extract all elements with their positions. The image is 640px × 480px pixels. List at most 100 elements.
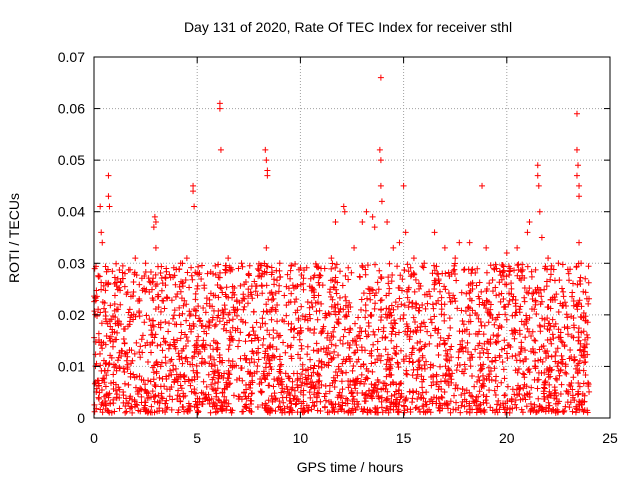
data-point <box>433 371 440 378</box>
data-point <box>187 311 194 318</box>
data-point <box>269 395 276 402</box>
data-point <box>183 255 190 262</box>
data-point <box>120 365 127 372</box>
data-point <box>298 400 305 407</box>
data-point <box>142 381 149 388</box>
data-point <box>156 405 163 412</box>
data-point <box>150 297 157 304</box>
x-tick-label: 20 <box>499 430 515 446</box>
data-point <box>251 370 258 377</box>
data-point <box>343 395 350 402</box>
data-point <box>393 381 400 388</box>
data-point <box>384 314 391 321</box>
data-point <box>453 277 460 284</box>
data-point <box>182 276 189 283</box>
data-point <box>392 299 399 306</box>
data-point <box>555 308 562 315</box>
data-point <box>327 293 334 300</box>
data-point <box>175 409 181 416</box>
data-point <box>304 407 311 414</box>
data-point <box>570 302 577 309</box>
data-point <box>225 357 232 364</box>
data-point <box>558 352 565 359</box>
data-point <box>266 409 273 416</box>
data-point <box>366 407 373 414</box>
data-point <box>192 312 199 319</box>
data-point <box>409 359 416 366</box>
data-point <box>262 146 269 153</box>
data-point <box>476 295 483 302</box>
data-point <box>311 403 318 410</box>
data-point <box>270 295 277 302</box>
data-point <box>163 265 170 272</box>
data-point <box>127 293 134 300</box>
data-point <box>518 339 525 346</box>
data-point <box>448 379 455 386</box>
data-point <box>330 333 337 340</box>
data-point <box>105 361 112 368</box>
data-point <box>282 370 289 377</box>
data-point <box>150 376 157 383</box>
data-point <box>270 383 277 390</box>
data-point <box>472 346 479 353</box>
data-point <box>441 340 448 347</box>
data-point <box>166 342 173 349</box>
data-point <box>504 342 511 349</box>
data-point <box>569 394 576 401</box>
data-point <box>281 318 288 325</box>
data-point <box>112 314 119 321</box>
data-point <box>142 402 149 409</box>
data-point <box>480 331 487 338</box>
data-point <box>241 403 248 410</box>
data-point <box>194 285 201 292</box>
data-point <box>206 296 213 303</box>
data-point <box>238 316 245 323</box>
data-point <box>390 244 397 251</box>
data-point <box>319 325 326 332</box>
data-points <box>91 74 593 416</box>
data-point <box>149 340 156 347</box>
data-point <box>349 398 356 405</box>
data-point <box>349 337 356 344</box>
data-point <box>189 276 196 283</box>
data-point <box>110 371 117 378</box>
data-point <box>340 333 347 340</box>
data-point <box>168 384 175 391</box>
data-point <box>543 278 550 285</box>
data-point <box>128 404 135 411</box>
data-point <box>484 298 491 305</box>
data-point <box>309 303 316 310</box>
data-point <box>533 310 540 317</box>
data-point <box>266 331 273 338</box>
data-point <box>504 355 511 362</box>
data-point <box>476 279 483 286</box>
data-point <box>257 375 264 382</box>
data-point <box>492 284 499 291</box>
data-point <box>448 343 455 350</box>
data-point <box>207 269 214 276</box>
data-point <box>263 360 270 367</box>
data-point <box>326 388 333 395</box>
data-point <box>521 392 528 399</box>
data-point <box>221 302 228 309</box>
data-point <box>407 273 414 280</box>
data-point <box>416 285 423 292</box>
data-point <box>334 301 341 308</box>
data-point <box>237 329 244 336</box>
data-point <box>563 311 570 318</box>
data-point <box>526 219 533 226</box>
data-point <box>227 380 234 387</box>
data-point <box>202 323 209 330</box>
data-point <box>483 400 490 407</box>
data-point <box>463 290 470 297</box>
data-point <box>159 347 166 354</box>
data-point <box>396 239 403 246</box>
data-point <box>184 358 191 365</box>
data-point <box>345 378 352 385</box>
data-point <box>339 386 346 393</box>
data-point <box>489 277 496 284</box>
data-point <box>112 387 119 394</box>
data-point <box>111 280 118 287</box>
data-point <box>297 265 304 271</box>
data-point <box>274 377 281 384</box>
